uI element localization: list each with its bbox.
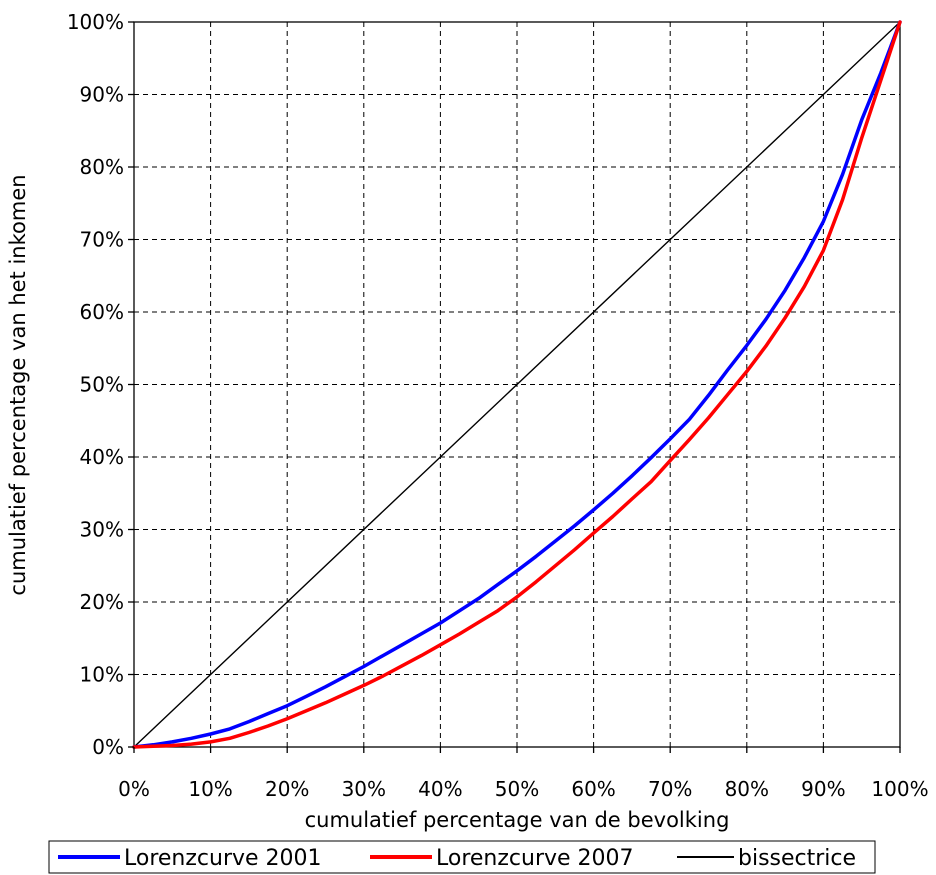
x-tick-label: 10% xyxy=(188,777,232,801)
y-tick-label: 10% xyxy=(80,663,124,687)
x-tick-label: 50% xyxy=(495,777,539,801)
x-tick-label: 100% xyxy=(871,777,928,801)
x-tick-label: 60% xyxy=(571,777,615,801)
y-tick-label: 100% xyxy=(67,10,124,34)
x-axis-label: cumulatief percentage van de bevolking xyxy=(305,808,730,832)
x-tick-label: 20% xyxy=(265,777,309,801)
legend-label-bissectrice: bissectrice xyxy=(738,846,856,871)
legend: Lorenzcurve 2001 Lorenzcurve 2007 bissec… xyxy=(49,841,875,873)
y-tick-label: 0% xyxy=(92,735,124,759)
x-tick-label: 80% xyxy=(725,777,769,801)
x-tick-label: 30% xyxy=(342,777,386,801)
x-tick-label: 0% xyxy=(118,777,150,801)
y-tick-label: 30% xyxy=(80,518,124,542)
y-tick-label: 90% xyxy=(80,83,124,107)
y-tick-label: 60% xyxy=(80,300,124,324)
x-tick-label: 90% xyxy=(801,777,845,801)
y-tick-label: 20% xyxy=(80,590,124,614)
legend-label-2001: Lorenzcurve 2001 xyxy=(124,846,322,871)
y-tick-labels: 0% 10% 20% 30% 40% 50% 60% 70% 80% 90% 100% xyxy=(67,10,134,759)
x-tick-label: 40% xyxy=(418,777,462,801)
y-tick-label: 40% xyxy=(80,445,124,469)
y-axis-label: cumulatief percentage van het inkomen xyxy=(6,174,30,595)
x-tick-labels: 0% 10% 20% 30% 40% 50% 60% 70% 80% 90% 100% xyxy=(118,747,928,801)
y-tick-label: 70% xyxy=(80,228,124,252)
y-tick-label: 50% xyxy=(80,373,124,397)
y-tick-label: 80% xyxy=(80,155,124,179)
legend-label-2007: Lorenzcurve 2007 xyxy=(436,846,634,871)
x-tick-label: 70% xyxy=(648,777,692,801)
